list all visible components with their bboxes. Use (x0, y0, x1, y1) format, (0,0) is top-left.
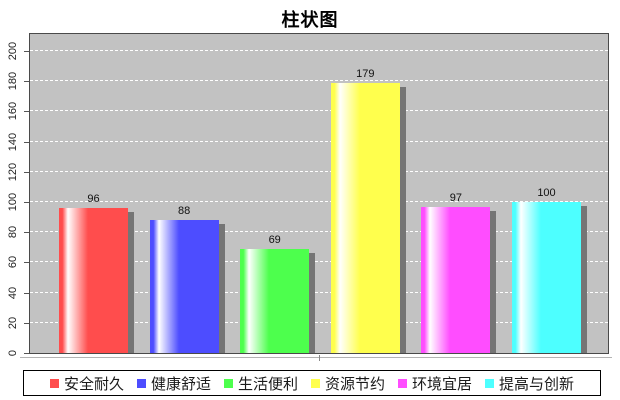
legend-swatch (49, 378, 59, 388)
y-tick-mark (24, 111, 29, 113)
x-axis-tick (319, 355, 320, 361)
bar-value-label: 179 (356, 67, 375, 80)
grid-line (30, 50, 608, 51)
grid-line (30, 231, 608, 233)
y-tick-mark (24, 202, 29, 203)
legend-item-label: 安全耐久 (63, 376, 124, 393)
plot-area: 96 88 69 179 97 100 (29, 33, 609, 354)
legend-swatch (223, 378, 233, 388)
y-tick-label: 200 (7, 41, 19, 61)
grid-line (30, 110, 608, 112)
y-tick-mark (24, 322, 29, 324)
grid-line (30, 140, 608, 142)
legend-item-label: 提高与创新 (499, 376, 575, 393)
chart-title: 柱状图 (281, 10, 339, 30)
y-tick-mark (24, 171, 29, 173)
legend-item-label: 环境宜居 (412, 376, 473, 393)
x-axis-line (20, 357, 612, 358)
legend-item: 资源节约 (311, 373, 385, 394)
bar (421, 206, 491, 353)
bar-value-label: 100 (537, 187, 556, 199)
y-tick-mark (24, 292, 29, 294)
legend-item: 环境宜居 (398, 373, 472, 394)
legend-item: 生活便利 (223, 373, 298, 394)
y-tick-mark (24, 141, 29, 143)
y-tick-mark (24, 262, 29, 264)
legend-item-label: 生活便利 (237, 376, 298, 393)
grid-line (30, 170, 608, 172)
grid-line (30, 291, 608, 293)
legend-item: 健康舒适 (136, 373, 211, 394)
bar (512, 202, 581, 353)
y-tick-mark (24, 353, 29, 354)
bar (149, 220, 219, 353)
bar-value-label: 88 (177, 205, 191, 218)
legend-swatch (485, 378, 495, 388)
legend-item: 安全耐久 (49, 373, 124, 394)
bar-value-label: 96 (87, 193, 100, 206)
legend: 安全耐久 健康舒适 生活便利 资源节约 环境宜居 提高与创新 (23, 370, 601, 396)
bar (240, 248, 310, 353)
bar (330, 82, 400, 353)
legend-swatch (398, 378, 408, 388)
bar (59, 208, 128, 353)
legend-item-label: 健康舒适 (150, 376, 211, 393)
legend-item: 提高与创新 (485, 373, 574, 394)
grid-line (30, 321, 608, 323)
y-tick-mark (24, 51, 29, 52)
bar-value-label: 69 (268, 233, 281, 246)
legend-item-label: 资源节约 (325, 376, 386, 393)
grid-line (30, 201, 608, 202)
y-tick-mark (24, 232, 29, 234)
y-tick-mark (24, 81, 29, 83)
grid-line (30, 261, 608, 263)
grid-line (30, 80, 608, 82)
legend-swatch (311, 378, 320, 388)
legend-swatch (136, 378, 146, 388)
bar-value-label: 97 (449, 191, 463, 204)
